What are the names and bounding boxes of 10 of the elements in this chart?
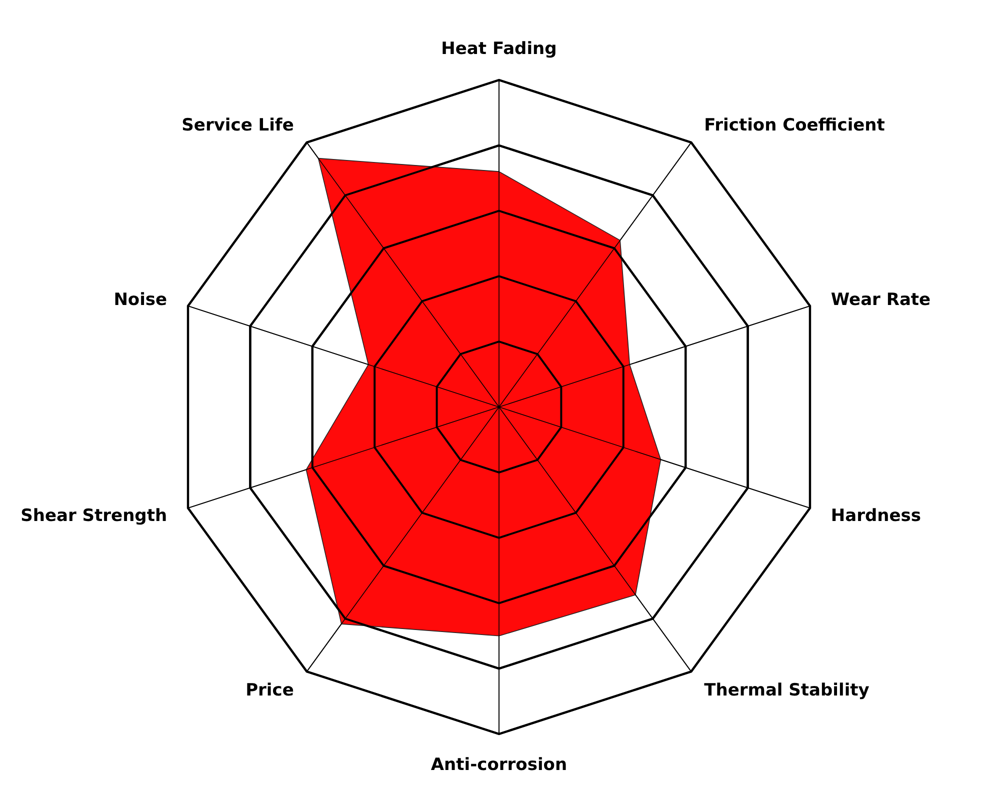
spoke-label: Anti-corrosion (430, 755, 568, 775)
spoke-label: Friction Coefficient (704, 116, 885, 136)
spoke-label: Heat Fading (441, 39, 557, 59)
spoke-label: Hardness (830, 506, 922, 526)
spoke-label: Wear Rate (830, 290, 931, 310)
spoke-label: Noise (114, 290, 168, 310)
spoke-label: Shear Strength (20, 506, 168, 526)
spoke-label: Thermal Stability (704, 680, 870, 700)
spoke-label: Price (246, 680, 294, 700)
spoke-label: Service Life (182, 116, 294, 136)
